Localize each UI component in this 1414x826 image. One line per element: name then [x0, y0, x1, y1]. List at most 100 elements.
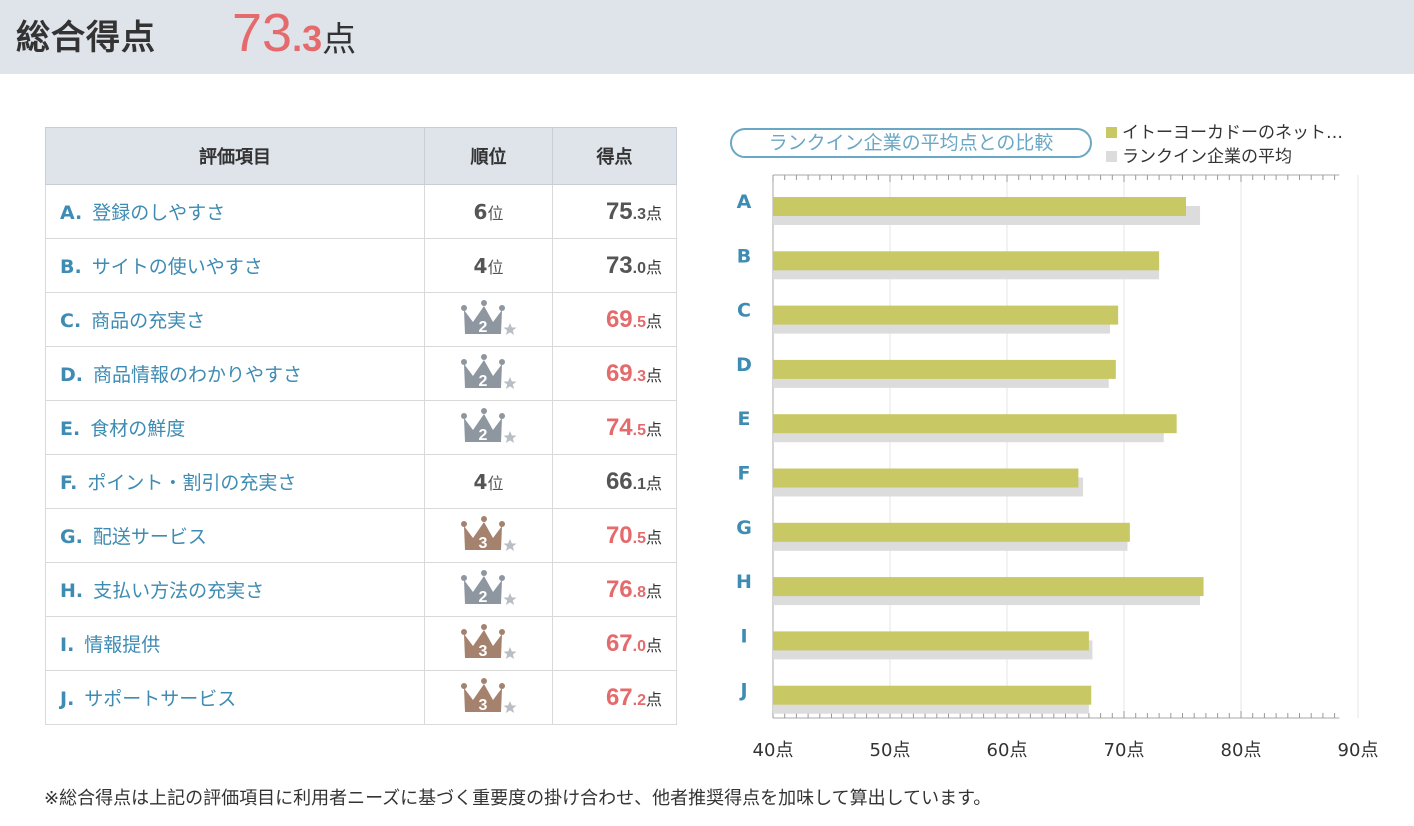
bar-company-J [773, 685, 1092, 705]
table-row: C. 商品の充実さ 2 69.5点 [45, 292, 677, 347]
score-dec: .5 [632, 313, 646, 331]
score-int: 73 [605, 251, 633, 279]
score-dec: .0 [632, 637, 646, 655]
svg-text:2: 2 [478, 427, 487, 444]
table-row: B. サイトの使いやすさ 4位 73.0点 [45, 238, 677, 293]
score-int: 70 [605, 521, 633, 549]
y-category-label-H: H [736, 571, 752, 593]
score-dec: .5 [632, 421, 646, 439]
svg-text:3: 3 [478, 697, 487, 714]
rank-cell: 2 [424, 346, 553, 401]
bar-company-E [773, 414, 1177, 434]
score-cell: 69.5点 [552, 292, 677, 347]
score-dec: .3 [632, 205, 646, 223]
score-int: 67 [605, 629, 633, 657]
score-dec: .1 [632, 475, 646, 493]
item-letter: G. [60, 526, 83, 548]
item-cell: A. 登録のしやすさ [45, 184, 425, 239]
rank-unit: 位 [487, 473, 504, 493]
rank-number: 4 [473, 253, 488, 278]
rank-crown-icon: 3 [460, 673, 518, 722]
x-tick-label-90: 90点 [1338, 740, 1379, 761]
score-int: 76 [605, 575, 633, 603]
score-unit: 点 [645, 581, 662, 601]
score-int: 74 [605, 413, 633, 441]
item-cell: E. 食材の鮮度 [45, 400, 425, 455]
item-cell: J. サポートサービス [45, 670, 425, 725]
svg-text:3: 3 [478, 535, 487, 552]
total-score-unit: 点 [322, 20, 357, 60]
y-category-label-J: J [738, 680, 747, 702]
rank-cell: 4位 [424, 454, 553, 509]
score-int: 75 [605, 197, 633, 225]
item-letter: B. [60, 256, 82, 278]
item-letter: E. [60, 418, 81, 440]
score-unit: 点 [645, 689, 662, 709]
item-cell: G. 配送サービス [45, 508, 425, 563]
rank-cell: 6位 [424, 184, 553, 239]
score-cell: 67.2点 [552, 670, 677, 725]
item-label: サポートサービス [84, 688, 237, 710]
comparison-bar-chart: 40点 50点 60点 70点 80点 90点 A B C D E F G H I J [736, 174, 1379, 761]
y-category-label-C: C [737, 300, 751, 322]
score-unit: 点 [645, 419, 662, 439]
y-category-label-G: G [736, 517, 752, 539]
score-unit: 点 [645, 635, 662, 655]
table-row: A. 登録のしやすさ 6位 75.3点 [45, 184, 677, 239]
score-dec: .0 [632, 259, 646, 277]
column-header-rank: 順位 [424, 127, 553, 185]
score-cell: 70.5点 [552, 508, 677, 563]
score-dec: .2 [632, 691, 646, 709]
table-row: E. 食材の鮮度 2 74.5点 [45, 400, 677, 455]
rank-crown-icon: 2 [460, 403, 518, 452]
rank-cell: 4位 [424, 238, 553, 293]
score-dec: .3 [632, 367, 646, 385]
item-cell: D. 商品情報のわかりやすさ [45, 346, 425, 401]
y-category-label-I: I [740, 625, 747, 647]
score-unit: 点 [645, 365, 662, 385]
score-cell: 74.5点 [552, 400, 677, 455]
total-score-int: 73 [232, 3, 293, 63]
score-dec: .8 [632, 583, 646, 601]
table-row: D. 商品情報のわかりやすさ 2 69.3点 [45, 346, 677, 401]
bar-company-F [773, 468, 1079, 488]
bar-company-A [773, 197, 1187, 216]
score-cell: 66.1点 [552, 454, 677, 509]
rank-cell: 3 [424, 670, 553, 725]
bar-company-G [773, 522, 1130, 542]
item-letter: J. [60, 688, 75, 710]
score-cell: 67.0点 [552, 616, 677, 671]
page-title: 総合得点 [16, 18, 156, 58]
score-cell: 76.8点 [552, 562, 677, 617]
rank-cell: 2 [424, 292, 553, 347]
legend-swatch-2 [1106, 150, 1117, 162]
rank-cell: 3 [424, 616, 553, 671]
item-label: 商品情報のわかりやすさ [93, 364, 303, 386]
x-tick-label-60: 60点 [987, 740, 1028, 761]
item-label: 食材の鮮度 [90, 418, 186, 440]
item-label: 情報提供 [84, 634, 161, 656]
item-letter: F. [60, 472, 78, 494]
chart-title: ランクイン企業の平均点との比較 [730, 128, 1092, 158]
score-int: 69 [605, 305, 633, 333]
score-int: 69 [605, 359, 633, 387]
item-letter: A. [60, 202, 83, 224]
rank-cell: 2 [424, 562, 553, 617]
svg-text:2: 2 [478, 319, 487, 336]
legend-item-1: イトーヨーカドーのネット… [1106, 122, 1343, 146]
score-int: 67 [605, 683, 633, 711]
bar-company-I [773, 631, 1089, 651]
y-category-label-B: B [737, 245, 751, 267]
item-cell: C. 商品の充実さ [45, 292, 425, 347]
item-label: 支払い方法の充実さ [93, 580, 265, 602]
score-unit: 点 [645, 203, 662, 223]
rank-crown-icon: 3 [460, 511, 518, 560]
header-bar: 総合得点 73.3点 [0, 0, 1414, 74]
y-category-label-A: A [737, 191, 752, 213]
bar-company-C [773, 305, 1119, 325]
rank-unit: 位 [487, 257, 504, 277]
y-category-label-D: D [736, 354, 752, 376]
rank-number: 6 [473, 199, 488, 224]
rank-number: 4 [473, 469, 488, 494]
chart-legend: イトーヨーカドーのネット… ランクイン企業の平均 [1106, 122, 1343, 170]
